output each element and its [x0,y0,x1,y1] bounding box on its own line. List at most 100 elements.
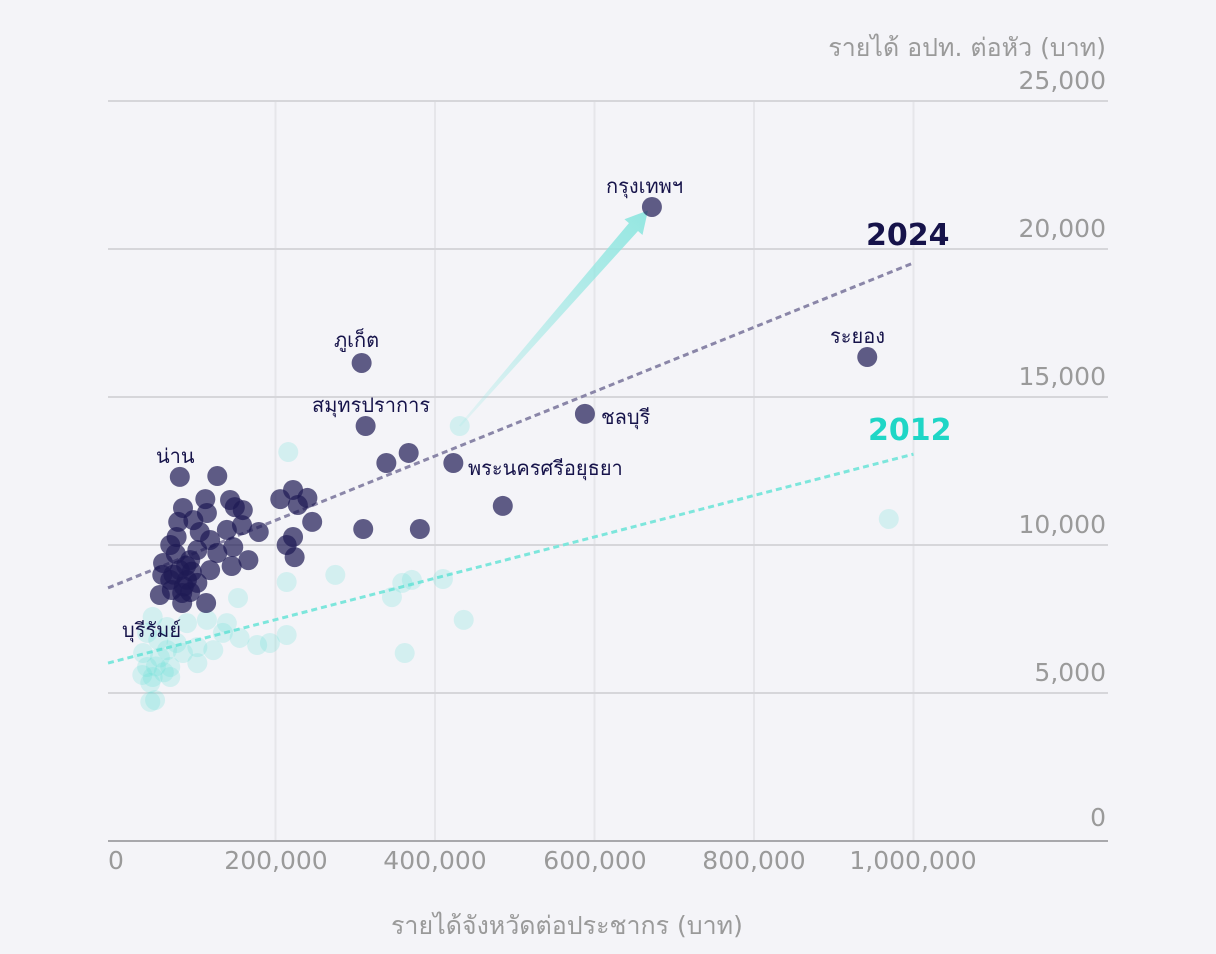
point-2012 [381,587,402,608]
point-2024 [232,515,253,536]
arrow-icon [458,210,648,427]
point-2012 [145,656,166,677]
series-label-2024: 2024 [866,218,950,253]
point-2012 [394,643,415,664]
point-2012 [145,690,166,711]
point-2012 [878,508,899,529]
point-2024 [376,453,397,474]
point-2012 [153,662,174,683]
point-2024 [857,347,878,368]
point-2012 [259,632,280,653]
y-tick-label: 15,000 [1018,362,1106,391]
point-2012 [157,640,178,661]
point-2012 [142,606,163,627]
point-2024 [353,519,374,540]
point-2024 [574,403,595,424]
point-label-chonburi: ชลบุรี [601,405,651,429]
point-2024 [173,576,194,597]
point-2024 [443,453,464,474]
point-label-rayong: ระยอง [830,324,885,348]
point-2024 [221,556,242,577]
x-tick-label: 800,000 [702,846,806,875]
point-label-ayutthaya: พระนครศรีอยุธยา [468,456,623,480]
point-label-phuket: ภูเก็ต [334,328,380,352]
point-2024 [355,416,376,437]
point-2012 [140,672,161,693]
point-2024 [287,495,308,516]
point-2012 [392,572,413,593]
point-2024 [284,547,305,568]
point-2024 [232,500,253,521]
point-2024 [248,521,269,542]
y-tick-label: 0 [1090,803,1106,832]
x-tick-label: 0 [108,846,124,875]
point-2012 [160,667,181,688]
point-2012 [276,624,297,645]
point-2012 [148,630,169,651]
point-2012 [276,572,297,592]
point-2012 [172,643,193,664]
point-2024 [216,519,237,540]
point-2012 [216,613,237,634]
y-tick-label: 5,000 [1034,658,1106,687]
point-2024 [398,442,419,463]
point-label-bangkok: กรุงเทพฯ [606,174,684,198]
x-tick-label: 200,000 [224,846,328,875]
x-tick-label: 1,000,000 [849,846,977,875]
point-2024 [207,542,228,563]
point-2012 [247,635,268,656]
y-tick-label: 10,000 [1018,510,1106,539]
point-2012 [278,442,299,463]
point-2012 [229,627,250,648]
point-2024 [302,511,323,532]
point-2024 [169,466,190,487]
y-tick-label: 20,000 [1018,214,1106,243]
point-2024 [166,527,187,548]
point-2024 [351,352,372,373]
point-label-samut-prakan: สมุทรปราการ [312,393,431,417]
point-2012 [203,640,224,661]
x-tick-label: 600,000 [543,846,647,875]
point-label-buriram: บุรีรัมย์ [122,618,182,642]
bangkok-change-arrow [458,210,648,427]
y-axis-title: รายได้ อปท. ต่อหัว (บาท) [828,33,1106,62]
point-2024 [168,511,189,532]
y-tick-label: 25,000 [1018,66,1106,95]
point-2012 [176,613,197,634]
point-2024 [238,550,259,571]
point-2012 [157,616,178,637]
point-2012 [187,653,208,674]
series-label-2012: 2012 [868,413,952,448]
point-2012 [325,564,346,585]
point-2024 [172,593,193,614]
point-2012 [196,609,217,630]
series-2024-points [149,196,878,614]
point-2024 [196,593,217,614]
point-2024 [181,561,202,582]
point-2012 [132,664,153,685]
point-2012 [401,569,422,590]
point-2024 [641,196,662,217]
point-2012 [140,691,161,712]
point-2024 [207,466,228,487]
point-2012 [137,622,158,643]
point-2012 [142,667,163,688]
point-2012 [212,622,233,643]
point-2024 [200,560,221,581]
point-2024 [223,537,244,558]
point-2012 [149,647,170,668]
point-2012 [432,569,453,590]
point-2012 [166,632,187,653]
x-axis-title: รายได้จังหวัดต่อประชากร (บาท) [391,911,743,940]
point-2012 [453,609,474,630]
point-2012 [137,656,158,677]
point-2012 [228,587,249,608]
point-2024 [492,495,513,516]
point-2012 [133,643,154,664]
trend-line-2012 [107,452,914,665]
point-2012 [187,637,208,658]
point-label-nan: น่าน [156,444,195,468]
x-tick-label: 400,000 [383,846,487,875]
point-2012 [160,656,181,677]
